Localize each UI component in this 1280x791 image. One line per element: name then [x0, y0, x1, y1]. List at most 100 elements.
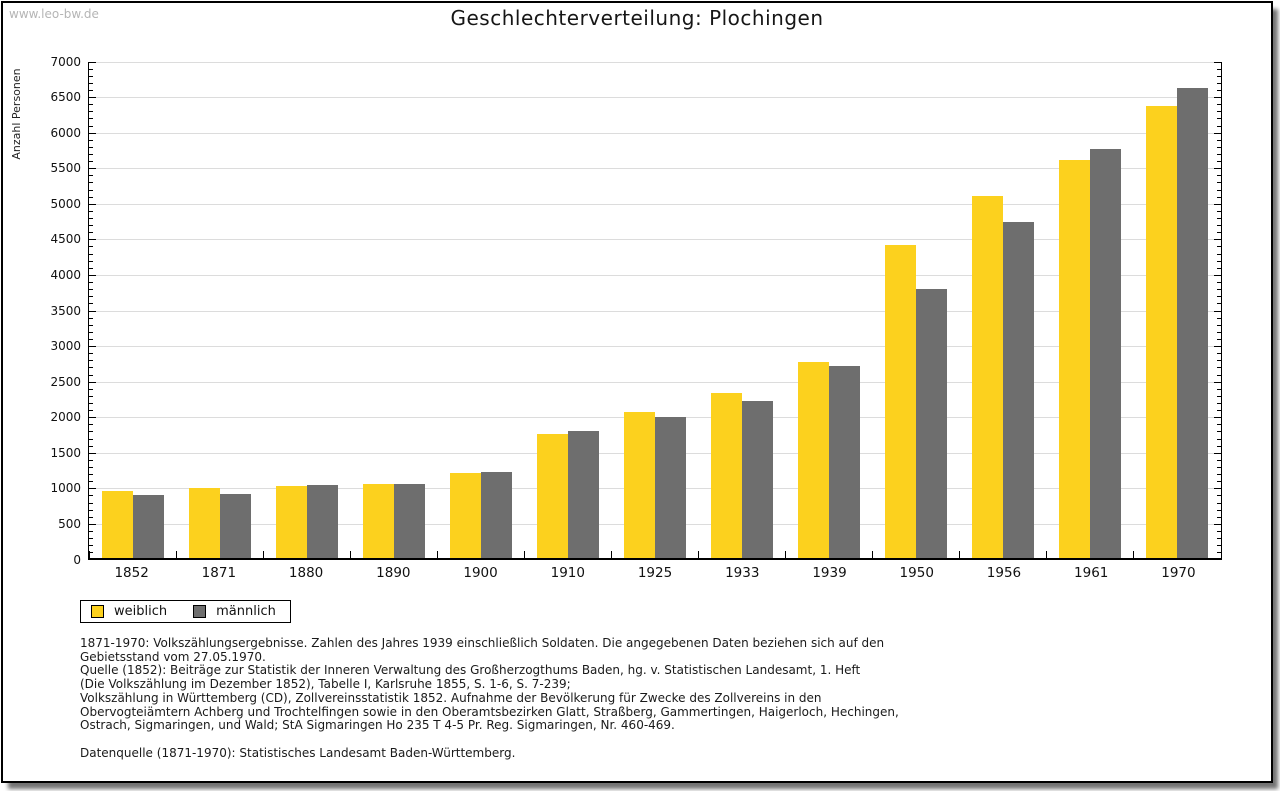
y-minor-tick [89, 552, 93, 554]
bar-männlich-1933 [742, 400, 774, 558]
y-minor-tick [89, 289, 93, 291]
y-minor-tick [1217, 260, 1221, 262]
y-minor-tick [89, 360, 93, 362]
y-tick-label: 500 [58, 516, 81, 531]
maennlich-swatch-icon [193, 605, 207, 618]
y-minor-tick [1217, 545, 1221, 547]
y-minor-tick [89, 388, 93, 390]
y-minor-tick [1217, 289, 1221, 291]
y-minor-tick [1217, 89, 1221, 91]
y-tick-label: 0 [73, 552, 81, 567]
y-minor-tick [89, 175, 93, 177]
bar-weiblich-1925 [624, 412, 655, 558]
y-major-tick [1214, 381, 1221, 383]
x-label-1956: 1956 [986, 565, 1022, 581]
y-minor-tick [89, 431, 93, 433]
y-axis-label: Anzahl Personen [10, 68, 23, 160]
y-minor-tick [89, 196, 93, 198]
y-tick-label: 3000 [50, 339, 81, 354]
footnote-line: Datenquelle (1871-1970): Statistisches L… [80, 745, 516, 760]
y-minor-tick [89, 402, 93, 404]
y-minor-tick [89, 438, 93, 440]
bar-männlich-1910 [567, 431, 599, 558]
y-minor-tick [1217, 538, 1221, 540]
y-minor-tick [89, 267, 93, 269]
x-label-1925: 1925 [637, 565, 673, 581]
watermark-leo-bw: www.leo-bw.de [9, 7, 99, 21]
y-minor-tick [89, 282, 93, 284]
y-major-tick [89, 346, 96, 348]
y-tick-label: 4500 [50, 232, 81, 247]
x-boundary-tick [610, 551, 612, 558]
y-major-tick [89, 61, 96, 63]
y-major-tick [89, 417, 96, 419]
y-minor-tick [89, 146, 93, 148]
y-minor-tick [1217, 360, 1221, 362]
y-minor-tick [1217, 82, 1221, 84]
y-minor-tick [1217, 388, 1221, 390]
legend-label-weiblich: weiblich [114, 604, 168, 619]
gridline-5500 [89, 168, 1221, 170]
x-boundary-tick [698, 551, 700, 558]
footnotes: 1871-1970: Volkszählungsergebnisse. Zahl… [80, 636, 899, 760]
x-label-1910: 1910 [550, 565, 585, 581]
y-major-tick [89, 239, 96, 241]
y-minor-tick [1217, 552, 1221, 554]
y-minor-tick [1217, 282, 1221, 284]
y-minor-tick [1217, 317, 1221, 319]
y-minor-tick [1217, 68, 1221, 70]
y-tick-label: 6500 [50, 90, 81, 105]
gridline-2500 [89, 381, 1221, 383]
y-minor-tick [89, 82, 93, 84]
y-tick-label: 5500 [50, 161, 81, 176]
y-minor-tick [89, 218, 93, 219]
y-minor-tick [89, 338, 93, 340]
y-minor-tick [89, 324, 93, 326]
y-minor-tick [1217, 367, 1221, 369]
y-minor-tick [89, 104, 93, 106]
x-boundary-tick [88, 551, 90, 558]
x-boundary-tick [785, 551, 787, 558]
y-minor-tick [1217, 410, 1221, 412]
y-minor-tick [1217, 338, 1221, 340]
y-major-tick [1214, 346, 1221, 348]
bar-group-1956 [960, 195, 1047, 558]
y-tick-label: 4000 [50, 267, 81, 282]
y-minor-tick [89, 545, 93, 547]
bar-männlich-1956 [1003, 221, 1035, 558]
y-minor-tick [89, 118, 93, 120]
footnote-line: Gebietsstand vom 27.05.1970. [80, 649, 266, 664]
y-minor-tick [89, 253, 93, 255]
y-minor-tick [89, 139, 93, 141]
y-minor-tick [1217, 495, 1221, 497]
y-minor-tick [89, 516, 93, 518]
y-major-tick [1214, 61, 1221, 63]
y-minor-tick [1217, 139, 1221, 141]
y-minor-tick [89, 189, 93, 191]
y-minor-tick [1217, 395, 1221, 397]
x-label-1880: 1880 [288, 565, 324, 581]
y-major-tick [1214, 452, 1221, 454]
footnote-line: Quelle (1852): Beiträge zur Statistik de… [80, 663, 861, 678]
x-label-1852: 1852 [114, 565, 149, 581]
bar-weiblich-1933 [711, 392, 743, 558]
y-minor-tick [89, 182, 93, 184]
gridline-7000 [89, 61, 1221, 63]
gridline-3000 [89, 346, 1221, 348]
y-minor-tick [89, 531, 93, 533]
y-minor-tick [1217, 175, 1221, 177]
y-minor-tick [1217, 296, 1221, 298]
y-tick-label: 6000 [50, 125, 81, 140]
x-boundary-tick [175, 551, 177, 558]
y-minor-tick [1217, 424, 1221, 426]
y-minor-tick [1217, 161, 1221, 163]
y-major-tick [1214, 168, 1221, 170]
x-boundary-tick [349, 551, 351, 558]
y-minor-tick [89, 459, 93, 461]
y-minor-tick [1217, 481, 1221, 483]
y-minor-tick [1217, 353, 1221, 355]
x-label-1900: 1900 [463, 565, 498, 581]
bar-männlich-1880 [306, 485, 338, 558]
y-minor-tick [89, 232, 93, 234]
